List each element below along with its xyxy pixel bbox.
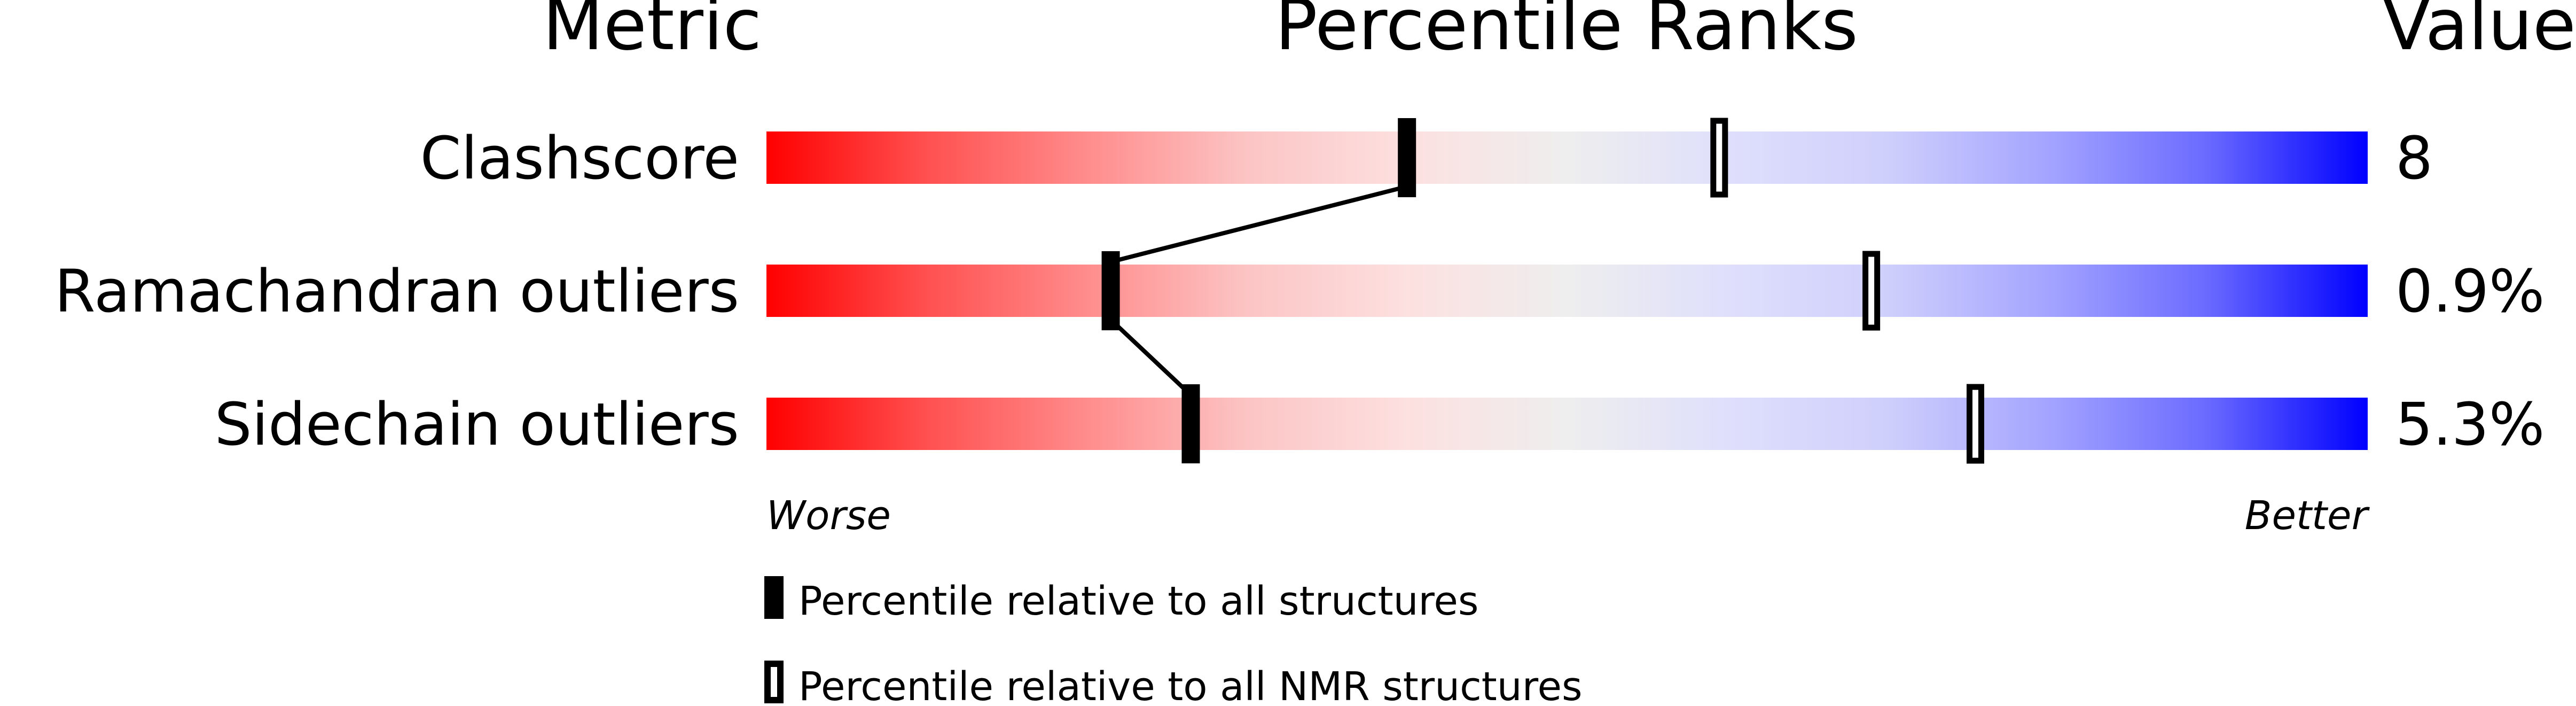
metric-value: 5.3% [2395,390,2544,459]
percentile-bar [766,131,2368,184]
axis-better-label: Better [2245,493,2370,539]
marker-nmr-structures [1862,251,1881,331]
marker-all-structures [1181,384,1200,463]
metric-value: 8 [2395,124,2433,192]
legend-nmr-label: Percentile relative to all NMR structure… [798,664,1583,706]
axis-worse-label: Worse [766,493,891,539]
marker-all-structures [1101,251,1120,330]
connector-line [1110,184,1408,264]
header-value: Value [2383,0,2576,66]
header-metric: Metric [543,0,762,66]
metric-value: 0.9% [2395,257,2544,325]
legend-filled-marker [764,576,784,619]
percentile-bar [766,398,2368,450]
percentile-bar [766,265,2368,317]
header-percentile-ranks: Percentile Ranks [1275,0,1858,66]
marker-nmr-structures [1966,384,1984,464]
connector-line [1109,318,1193,397]
legend-hollow-marker [764,661,784,703]
legend-all-label: Percentile relative to all structures [798,578,1478,624]
marker-nmr-structures [1710,118,1728,198]
metric-label: Ramachandran outliers [54,257,739,325]
metric-label: Clashscore [420,124,739,192]
marker-all-structures [1398,118,1416,197]
metric-label: Sidechain outliers [215,390,739,459]
